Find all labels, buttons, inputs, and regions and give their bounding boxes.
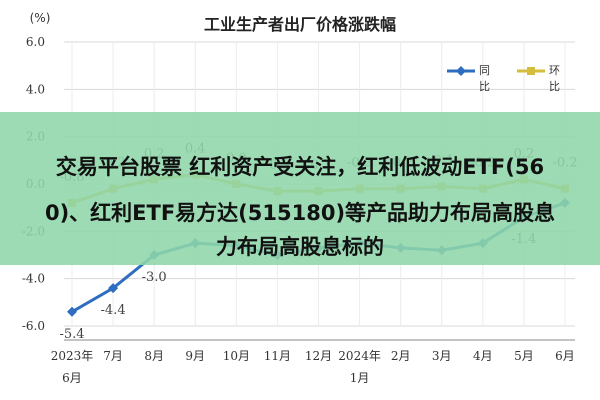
legend-label-yoy: 同比 [479, 64, 490, 93]
x-tick-label: 12月 [305, 349, 332, 363]
legend-marker-yoy [456, 66, 466, 76]
x-tick-label: 9月 [185, 349, 205, 363]
x-tick-sublabel: 1月 [350, 371, 370, 385]
x-tick-label: 2月 [391, 349, 411, 363]
data-point-yoy [67, 306, 77, 317]
x-tick-label: 6月 [555, 349, 575, 363]
x-tick-label: 11月 [264, 349, 291, 363]
data-point-yoy [108, 283, 119, 294]
banner-line-1: 交易平台股票 红利资产受关注，红利低波动ETF(56 [55, 155, 545, 179]
x-tick-label: 5月 [514, 349, 534, 363]
data-label-yoy: -3.0 [142, 270, 167, 285]
data-label-yoy: -5.4 [59, 327, 84, 342]
y-tick-label: -6.0 [22, 319, 45, 333]
chart-title: 工业生产者出厂价格涨跌幅 [204, 15, 396, 34]
banner-line-3: 力布局高股息标的 [216, 235, 384, 259]
legend-label-mom: 环比 [549, 64, 560, 93]
x-tick-label: 10月 [223, 349, 250, 363]
x-tick-label: 4月 [473, 349, 493, 363]
y-tick-label: 4.0 [26, 82, 45, 96]
data-label-yoy: -4.4 [101, 303, 126, 318]
legend-marks [447, 66, 545, 76]
x-axis: 2023年 6月 7月 8月 9月 10月 11月 12月 2024年 1月 2月 3月 4月 5月 6月 [51, 339, 575, 385]
x-tick-label: 2024年 [338, 349, 381, 363]
y-tick-label: -4.0 [22, 272, 45, 286]
x-tick-sublabel: 6月 [62, 371, 82, 385]
headline-banner[interactable]: 交易平台股票 红利资产受关注，红利低波动ETF(56 0)、红利ETF易方达(5… [0, 112, 600, 265]
banner-line-2: 0)、红利ETF易方达(515180)等产品助力布局高股息 [44, 201, 556, 225]
x-tick-label: 7月 [103, 349, 123, 363]
x-tick-label: 3月 [432, 349, 452, 363]
x-tick-label: 8月 [144, 349, 164, 363]
y-axis-unit: (%) [30, 11, 51, 25]
x-tick-label: 2023年 [51, 349, 94, 363]
y-tick-label: 6.0 [26, 35, 45, 49]
legend-marker-mom [527, 67, 535, 75]
